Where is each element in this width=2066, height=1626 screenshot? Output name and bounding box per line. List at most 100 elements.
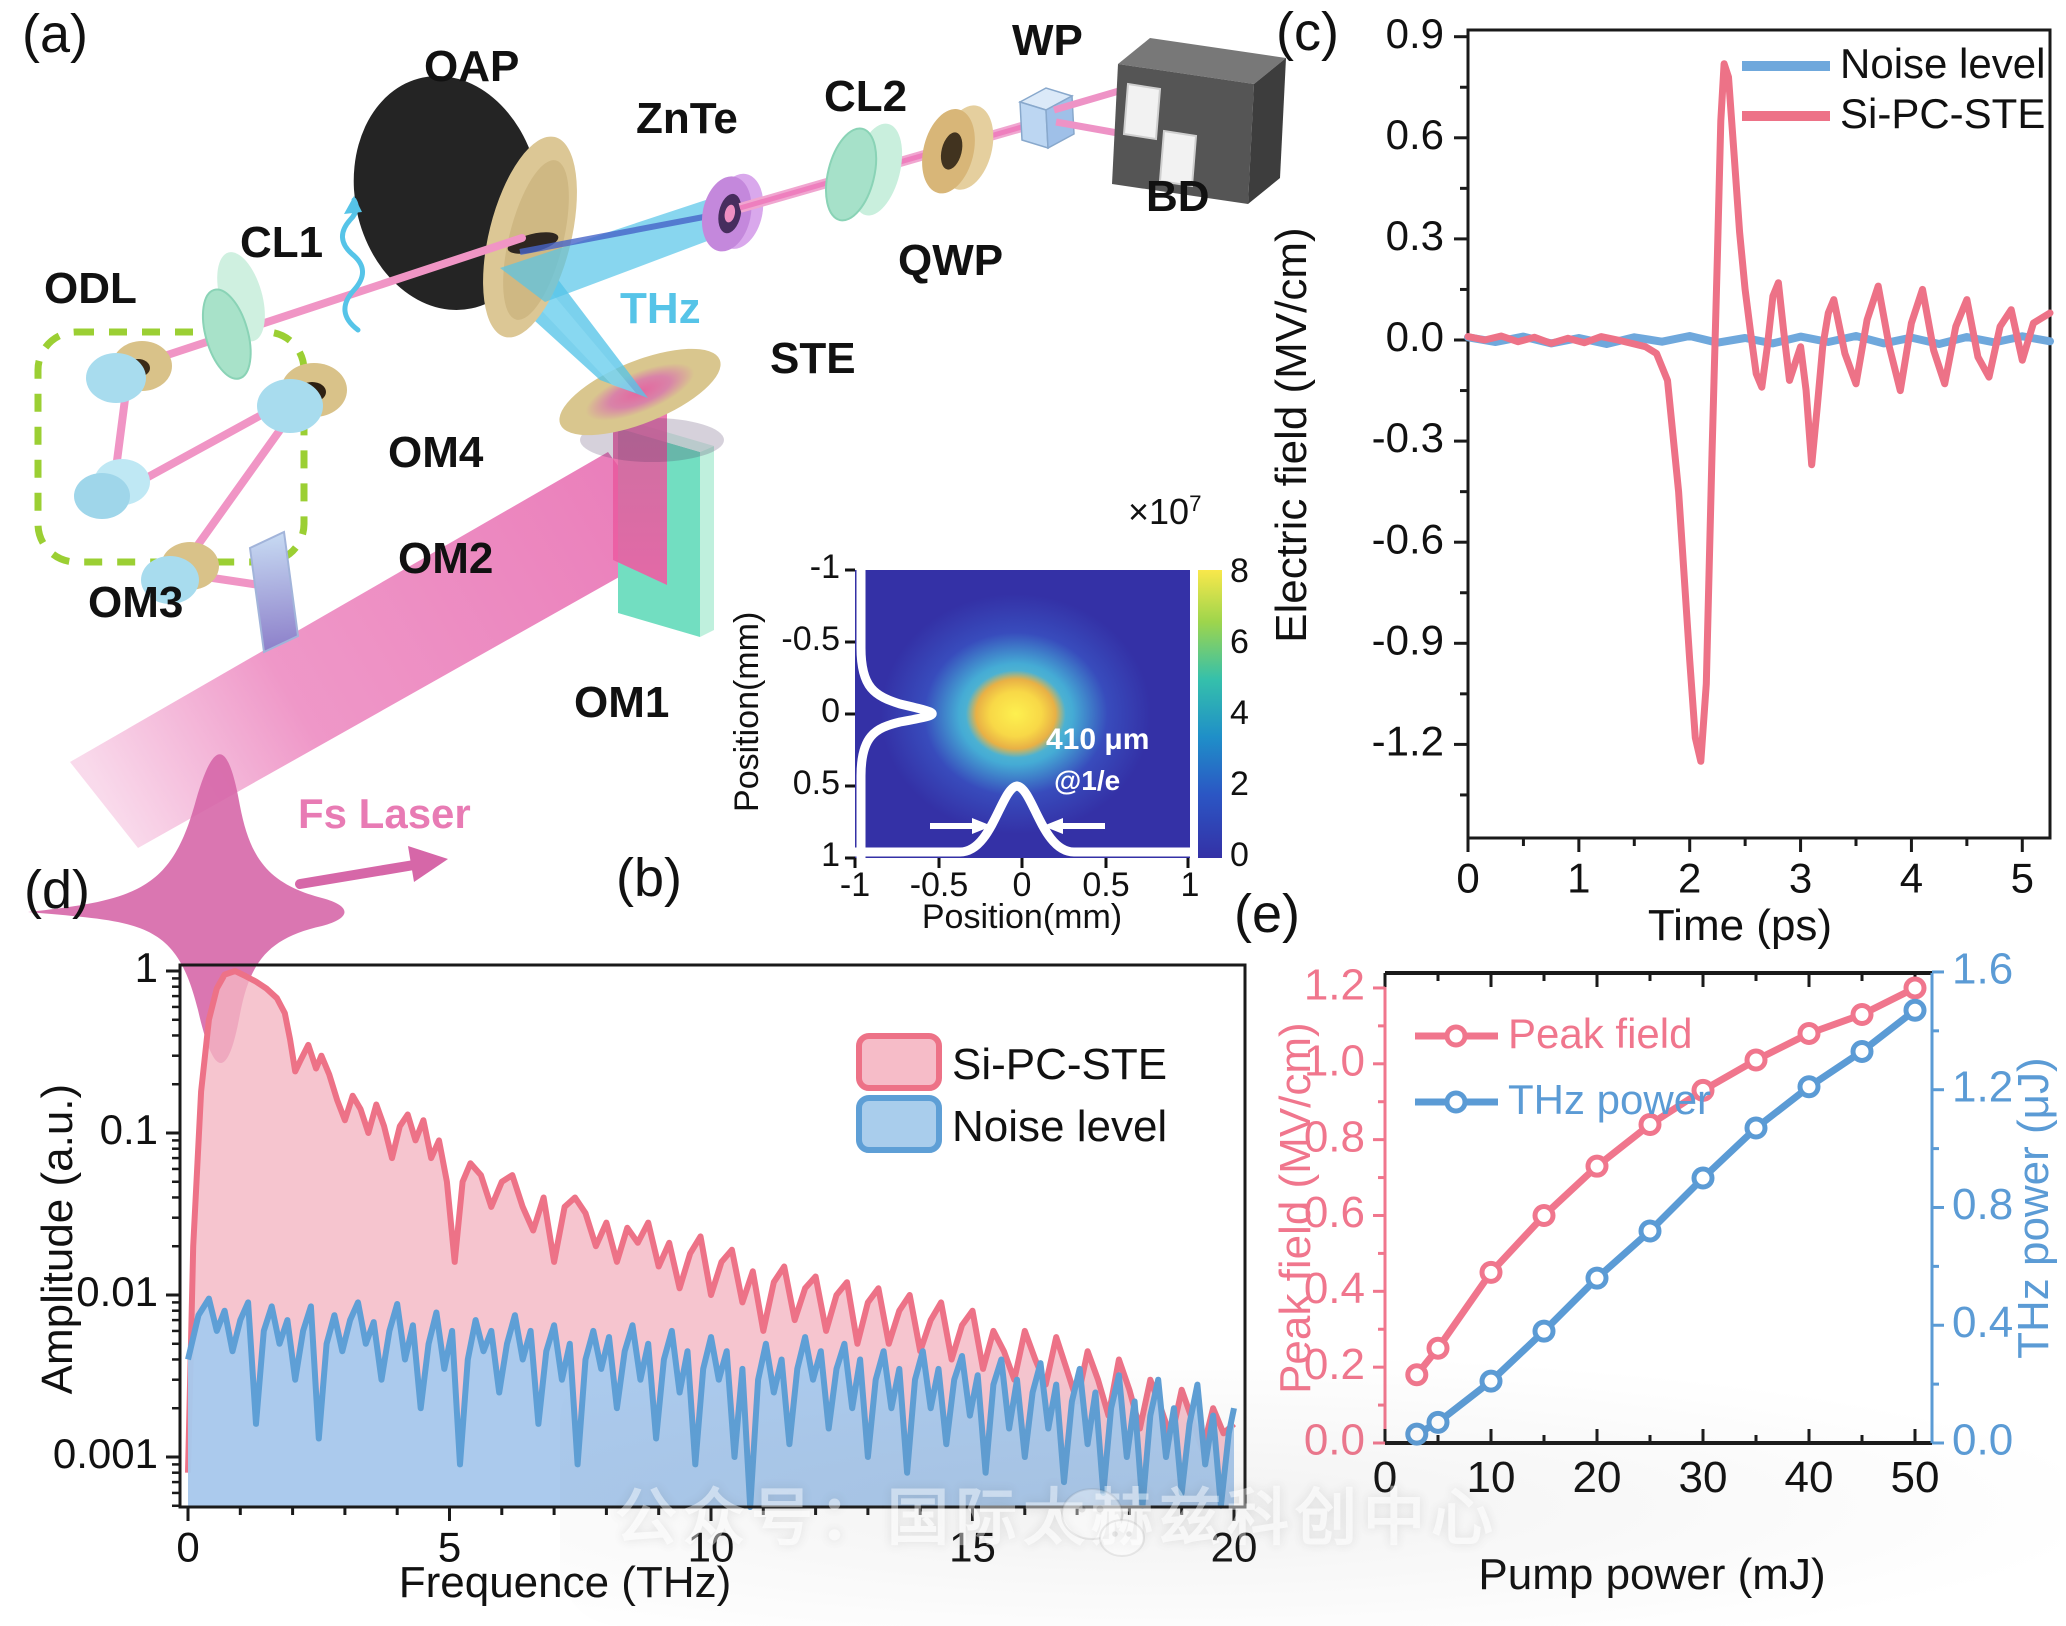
d-legend-noise-swatch <box>856 1095 942 1153</box>
e-x-tick-label: 50 <box>1891 1453 1940 1502</box>
e-peak-field-line <box>1414 984 1917 1377</box>
e-legend-power-marker <box>1444 1090 1468 1114</box>
e-thz-power-marker <box>1903 998 1927 1022</box>
cl2-lens <box>825 123 903 222</box>
d-noise-line <box>185 1295 1237 1510</box>
d-x-tick-label: 5 <box>438 1523 461 1570</box>
odl-mirror-top <box>86 341 172 403</box>
heatmap-ticks <box>845 568 1190 868</box>
e-right-tick-label: 0.0 <box>1952 1416 2013 1465</box>
odl-mirror-bottom <box>74 459 150 519</box>
e-peak-field-marker <box>1585 1154 1609 1178</box>
pump-beam <box>70 452 676 848</box>
panel-e-plot: 0 10 20 30 40 50 1.2 1.0 0.8 0.6 0.4 0.2 0.0 1.6 1.2 0.… <box>1304 945 2013 1503</box>
c-y-tick-label: 0.9 <box>1386 10 1444 57</box>
e-left-tick-label: 0.6 <box>1304 1188 1365 1237</box>
e-peak-field-marker <box>1479 1260 1503 1284</box>
e-legend-peak-marker <box>1444 1024 1468 1048</box>
c-y-tick-label: 0.6 <box>1386 111 1444 158</box>
pump-beam-vertical <box>613 388 667 585</box>
c-y-tick-label: 0.3 <box>1386 212 1444 259</box>
e-right-tick-label: 0.4 <box>1952 1298 2013 1347</box>
e-peak-field-marker <box>1903 976 1927 1000</box>
c-y-tick-label: -0.6 <box>1372 515 1444 562</box>
c-x-tick-label: 0 <box>1456 854 1479 901</box>
e-x-tick-label: 30 <box>1679 1453 1728 1502</box>
d-x-tick-label: 15 <box>949 1523 996 1570</box>
e-peak-field-marker <box>1691 1078 1715 1102</box>
beam-profile-left-curve <box>856 570 937 858</box>
d-x-tick-label: 20 <box>1211 1523 1258 1570</box>
d-y-tick-label: 0.01 <box>76 1268 158 1315</box>
c-x-tick-label: 2 <box>1678 854 1701 901</box>
c-x-tick-label: 5 <box>2011 854 2034 901</box>
e-right-tick-label: 0.8 <box>1952 1180 2013 1229</box>
e-thz-power-marker <box>1850 1039 1874 1063</box>
c-x-tick-label: 1 <box>1567 854 1590 901</box>
e-left-tick-label: 0.0 <box>1304 1416 1365 1465</box>
d-x-tick-label: 10 <box>688 1523 735 1570</box>
cl1-lens <box>201 252 265 380</box>
e-thz-power-marker <box>1797 1075 1821 1099</box>
om3-mirror <box>141 542 219 604</box>
e-thz-power-marker <box>1638 1219 1662 1243</box>
e-thz-power-marker <box>1405 1422 1429 1446</box>
c-y-tick-label: -0.9 <box>1372 616 1444 663</box>
e-thz-power-marker <box>1532 1319 1556 1343</box>
c-plot-box <box>1466 28 2052 840</box>
e-thz-power-marker <box>1479 1369 1503 1393</box>
e-right-tick-label: 1.6 <box>1952 945 2013 994</box>
e-left-tick-label: 0.2 <box>1304 1340 1365 1389</box>
e-x-tick-label: 0 <box>1373 1453 1397 1502</box>
e-x-tick-label: 40 <box>1785 1453 1834 1502</box>
om4-mirror <box>257 363 347 433</box>
c-x-tick-label: 4 <box>1900 854 1923 901</box>
thz-pulse-icon <box>340 196 365 333</box>
e-left-tick-label: 1.2 <box>1304 961 1365 1010</box>
e-x-tick-label: 10 <box>1467 1453 1516 1502</box>
wp-wollaston-prism <box>1018 87 1075 150</box>
beam-profile-heatmap <box>855 570 1190 858</box>
panel-c-plot: 0 1 2 3 4 5 0.9 0.6 0.3 0.0 -0.3 -0.6 -0.9 -1.2 <box>1372 10 2054 901</box>
d-x-tick-label: 0 <box>176 1523 199 1570</box>
c-y-tick-label: -0.3 <box>1372 414 1444 461</box>
e-left-tick-label: 1.0 <box>1304 1036 1365 1085</box>
e-peak-field-marker <box>1426 1336 1450 1360</box>
znte-crystal <box>701 173 764 252</box>
d-y-tick-label: 1 <box>135 944 158 991</box>
e-peak-field-marker <box>1405 1363 1429 1387</box>
e-x-tick-label: 20 <box>1573 1453 1622 1502</box>
panel-d-plot: 0 5 10 15 20 1 0.1 0.01 0.001 <box>53 944 1257 1570</box>
probe-core <box>519 209 731 255</box>
e-peak-field-marker <box>1850 1003 1874 1027</box>
d-y-tick-label: 0.001 <box>53 1430 158 1477</box>
c-y-tick-label: -1.2 <box>1372 717 1444 764</box>
e-thz-power-marker <box>1585 1266 1609 1290</box>
qwp-waveplate <box>922 105 994 194</box>
width-arrows <box>930 818 1105 834</box>
c-x-tick-label: 3 <box>1789 854 1812 901</box>
d-legend-signal-swatch <box>856 1033 942 1091</box>
e-left-tick-label: 0.8 <box>1304 1112 1365 1161</box>
e-right-tick-label: 1.2 <box>1952 1062 2013 1111</box>
beam-profile-bottom-curve <box>855 781 1190 857</box>
e-peak-field-marker <box>1797 1021 1821 1045</box>
colorbar <box>1198 570 1222 858</box>
d-y-tick-label: 0.1 <box>100 1106 158 1153</box>
e-thz-power-marker <box>1744 1116 1768 1140</box>
panel-b-overlays <box>845 568 1190 868</box>
e-peak-field-marker <box>1638 1112 1662 1136</box>
om2-beamsplitter <box>248 530 300 654</box>
panel-a-diagram <box>28 38 1286 1064</box>
fs-laser-pulse-icon <box>28 754 448 1064</box>
bd-detector <box>1112 38 1286 204</box>
c-signal-curve <box>1464 60 2054 765</box>
e-peak-field-marker <box>1532 1203 1556 1227</box>
e-thz-power-marker <box>1426 1410 1450 1434</box>
e-peak-field-marker <box>1744 1048 1768 1072</box>
e-thz-power-marker <box>1691 1166 1715 1190</box>
c-y-tick-label: 0.0 <box>1386 313 1444 360</box>
e-left-tick-label: 0.4 <box>1304 1264 1365 1313</box>
